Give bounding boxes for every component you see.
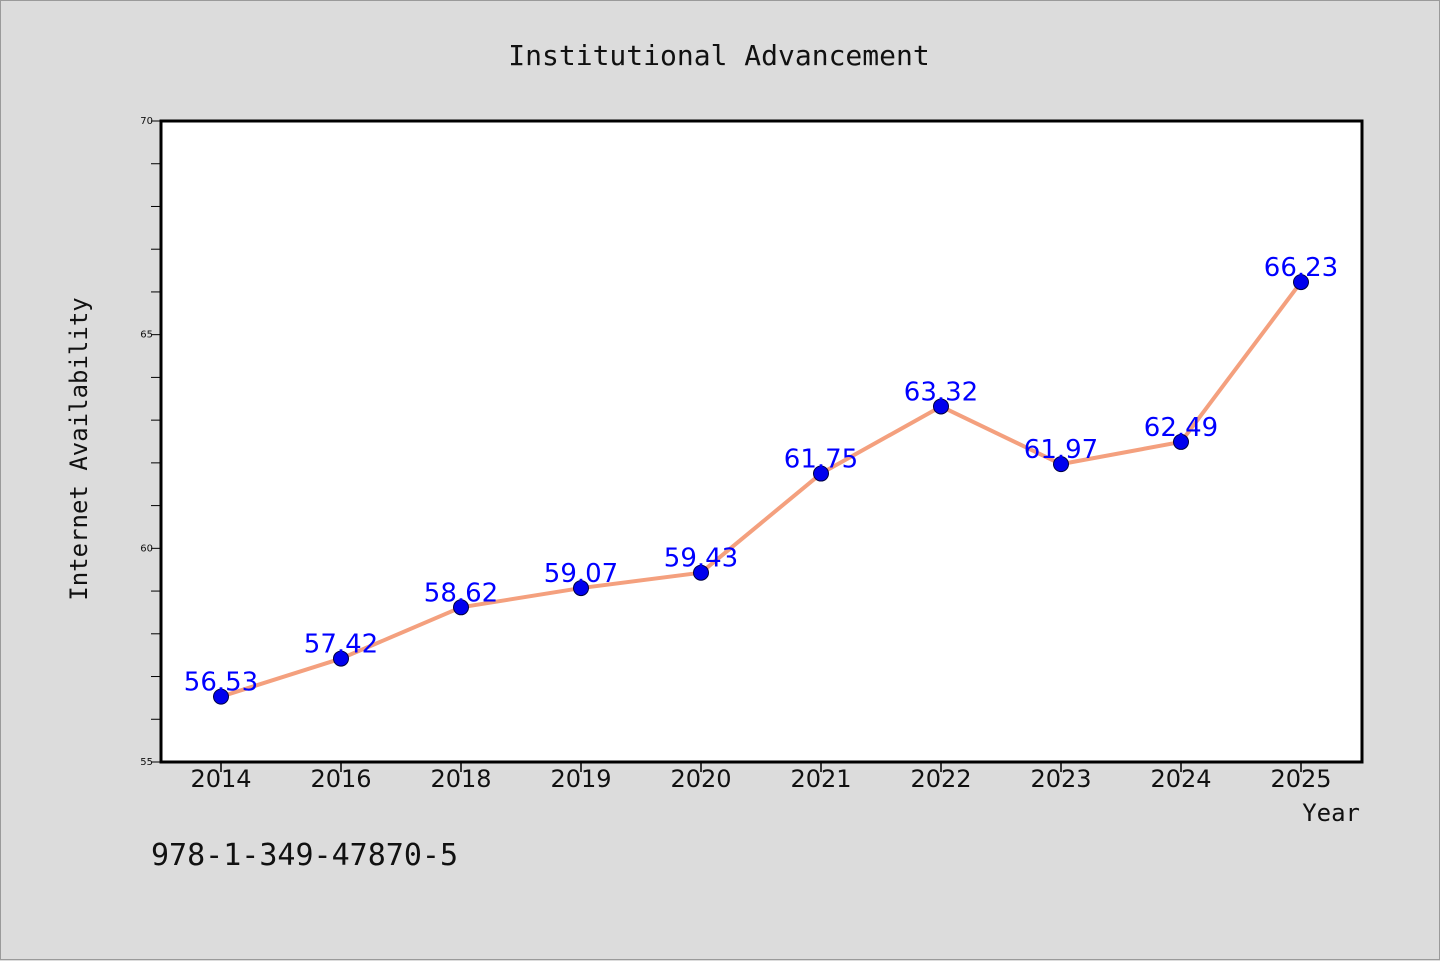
x-tick-label: 2014 — [190, 765, 251, 793]
y-tick-label: 70 — [140, 116, 153, 127]
data-label: 58.62 — [424, 578, 498, 608]
data-label: 61.97 — [1024, 435, 1098, 465]
data-label: 66.23 — [1264, 253, 1338, 283]
x-tick-label: 2020 — [670, 765, 731, 793]
data-label: 63.32 — [904, 377, 978, 407]
x-axis-label: Year — [1302, 799, 1360, 827]
data-point — [573, 580, 589, 597]
x-tick-label: 2018 — [430, 765, 491, 793]
data-labels-group: 56.53 57.42 58.62 59.07 59.43 61.75 63.32 61.97… — [184, 253, 1338, 698]
x-tick-label: 2024 — [1150, 765, 1211, 793]
data-point — [1293, 274, 1309, 291]
data-label: 56.53 — [184, 668, 258, 698]
plot-area — [159, 119, 1364, 764]
series-line-group — [220, 280, 1303, 699]
chart-title: Institutional Advancement — [508, 39, 929, 72]
data-point — [333, 650, 349, 667]
y-tick-label: 65 — [140, 330, 153, 341]
markers-group — [213, 274, 1309, 705]
x-tick-label: 2016 — [310, 765, 371, 793]
x-tick-label: 2022 — [910, 765, 971, 793]
data-point — [453, 599, 469, 616]
y-tick-label: 55 — [140, 757, 153, 768]
data-point — [693, 564, 709, 581]
y-axis: 55 60 65 70 — [140, 116, 161, 768]
x-tick-label: 2019 — [550, 765, 611, 793]
isbn-text: 978-1-349-47870-5 — [151, 838, 458, 873]
data-label: 62.49 — [1144, 413, 1218, 443]
data-point — [813, 465, 829, 482]
y-axis-label: Internet Availability — [65, 297, 93, 600]
data-point — [1053, 456, 1069, 473]
series-line — [220, 280, 1303, 699]
data-point — [213, 688, 229, 705]
y-tick-label: 60 — [140, 543, 153, 554]
data-label: 59.43 — [664, 544, 738, 574]
data-label: 57.42 — [304, 630, 378, 660]
x-tick-label: 2021 — [790, 765, 851, 793]
data-label: 61.75 — [784, 445, 858, 475]
data-point — [933, 398, 949, 415]
x-tick-label: 2025 — [1270, 765, 1331, 793]
data-label: 59.07 — [544, 559, 618, 589]
data-point — [1173, 433, 1189, 450]
x-tick-label: 2023 — [1030, 765, 1091, 793]
x-axis: 2014 2016 2018 2019 2020 2021 2022 2023 2024 2025 — [190, 762, 1332, 793]
